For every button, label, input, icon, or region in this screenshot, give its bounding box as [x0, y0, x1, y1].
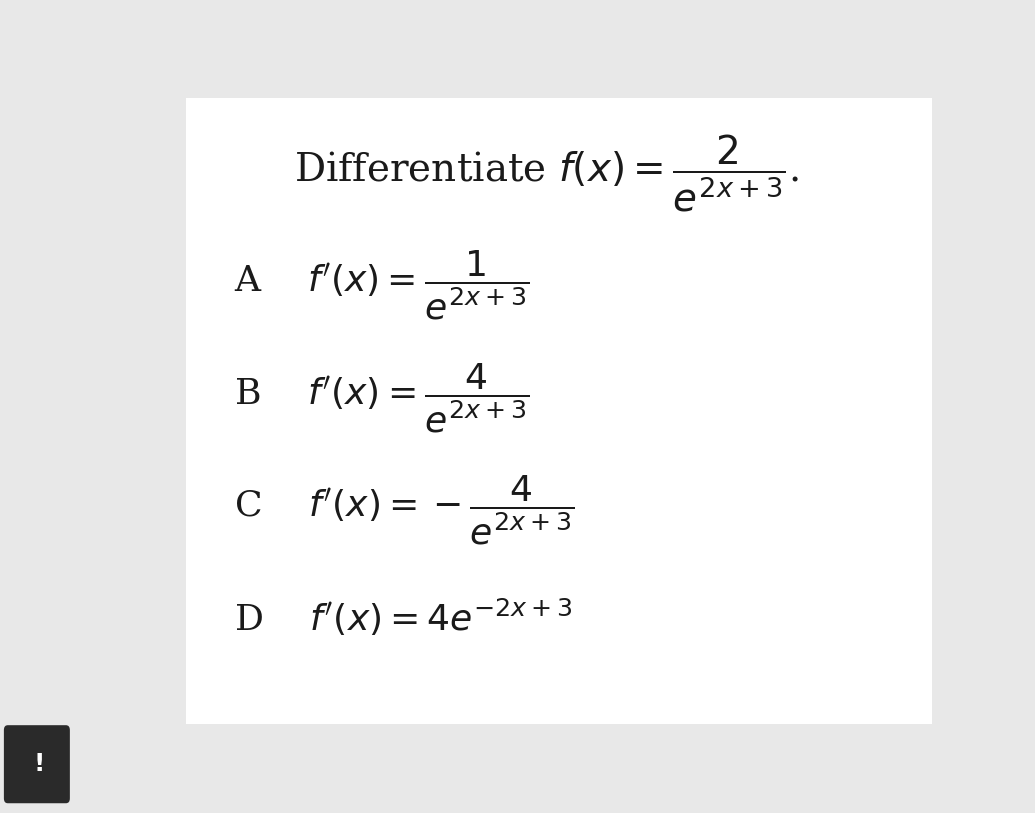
Text: Differentiate $f(x)=\dfrac{2}{e^{2x+3}}$.: Differentiate $f(x)=\dfrac{2}{e^{2x+3}}$…: [294, 132, 799, 214]
FancyBboxPatch shape: [4, 725, 69, 803]
Text: D $\quad f'(x)=4e^{-2x+3}$: D $\quad f'(x)=4e^{-2x+3}$: [234, 597, 572, 637]
Text: B $\quad f'(x)=\dfrac{4}{e^{2x+3}}$: B $\quad f'(x)=\dfrac{4}{e^{2x+3}}$: [234, 361, 529, 435]
Text: !: !: [33, 752, 45, 776]
Text: A $\quad f'(x)=\dfrac{1}{e^{2x+3}}$: A $\quad f'(x)=\dfrac{1}{e^{2x+3}}$: [234, 249, 529, 322]
Text: C $\quad f'(x)=-\dfrac{4}{e^{2x+3}}$: C $\quad f'(x)=-\dfrac{4}{e^{2x+3}}$: [234, 474, 574, 547]
